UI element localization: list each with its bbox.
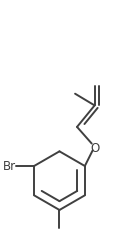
Text: Br: Br xyxy=(2,160,15,172)
Text: O: O xyxy=(90,142,99,155)
